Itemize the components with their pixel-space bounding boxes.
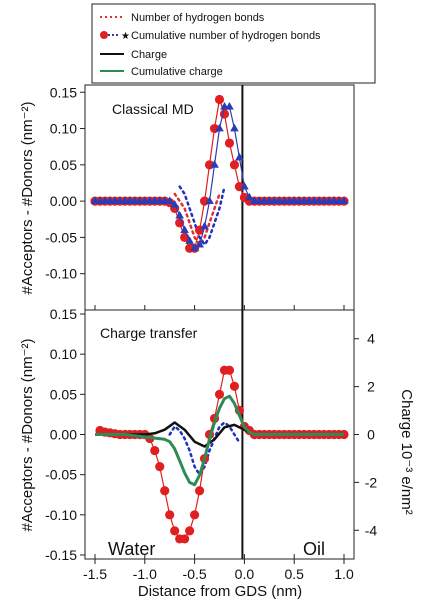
data-point-cumulative-red bbox=[180, 534, 190, 544]
x-tick-label: -0.5 bbox=[183, 566, 207, 582]
data-point-cumulative-blue bbox=[195, 239, 204, 248]
data-point-cumulative-red bbox=[155, 462, 165, 472]
data-point-cumulative-red bbox=[150, 445, 160, 456]
series-line-dotted-red bbox=[173, 192, 221, 247]
y-tick-label: -0.05 bbox=[45, 467, 77, 483]
legend: Number of hydrogen bonds ★ Cumulative nu… bbox=[91, 3, 376, 84]
y-tick-label: -0.10 bbox=[45, 507, 77, 523]
y2-axis-label: Charge 10⁻³ e/nm² bbox=[398, 389, 415, 514]
legend-entry-cumulative-hbonds: ★ Cumulative number of hydrogen bonds bbox=[100, 30, 321, 42]
y-tick-label: -0.15 bbox=[45, 547, 77, 563]
y-tick-label: 0.00 bbox=[50, 427, 77, 443]
data-point-cumulative-blue bbox=[180, 225, 189, 234]
data-point-cumulative-blue bbox=[165, 196, 175, 205]
data-point-cumulative-red bbox=[214, 389, 225, 399]
data-point-cumulative-blue bbox=[230, 123, 239, 132]
legend-entry-charge: Charge bbox=[100, 49, 167, 61]
y-tick-label: 0.00 bbox=[50, 193, 77, 209]
plot-frame bbox=[84, 84, 355, 560]
data-point-cumulative-red bbox=[160, 486, 170, 496]
data-point-cumulative-red bbox=[214, 94, 225, 105]
data-point-cumulative-red bbox=[224, 365, 235, 375]
legend-box bbox=[91, 3, 376, 84]
y-tick-label: 0.10 bbox=[50, 346, 77, 362]
legend-entry-number-hbonds: Number of hydrogen bonds bbox=[100, 12, 265, 24]
data-point-cumulative-red bbox=[190, 510, 200, 520]
data-point-cumulative-blue bbox=[205, 196, 214, 205]
y-tick-label: -0.05 bbox=[45, 229, 77, 245]
legend-label-cumulative-charge: Cumulative charge bbox=[131, 66, 223, 78]
data-point-cumulative-red bbox=[229, 381, 240, 391]
svg-text:★: ★ bbox=[121, 31, 130, 42]
x-tick-label: 1.0 bbox=[334, 566, 354, 582]
x-tick-label: 0.5 bbox=[284, 566, 304, 582]
data-point-cumulative-red bbox=[229, 160, 240, 170]
legend-label-cumulative-hbonds: Cumulative number of hydrogen bonds bbox=[131, 30, 321, 42]
data-point-cumulative-red bbox=[194, 486, 205, 496]
region-label-water: Water bbox=[108, 539, 155, 559]
x-tick-label: -1.5 bbox=[83, 566, 107, 582]
y2-tick-label: -2 bbox=[365, 474, 378, 490]
x-tick-label: -1.0 bbox=[133, 566, 157, 582]
data-point-cumulative-blue bbox=[225, 101, 234, 110]
panel-label-charge-transfer: Charge transfer bbox=[100, 325, 198, 341]
legend-label-number-hbonds: Number of hydrogen bonds bbox=[131, 12, 265, 24]
y-axis-label-bottom: #Acceptors - #Donors (nm⁻²) bbox=[19, 339, 36, 532]
data-point-cumulative-blue bbox=[215, 123, 224, 132]
y-axis-label-top: #Acceptors - #Donors (nm⁻²) bbox=[19, 102, 36, 295]
series-line-cumulative-red bbox=[95, 99, 344, 249]
y-tick-label: 0.05 bbox=[50, 157, 77, 173]
data-point-cumulative-red bbox=[219, 109, 230, 119]
legend-label-charge: Charge bbox=[131, 49, 167, 61]
data-point-cumulative-red bbox=[224, 138, 235, 148]
series-line-dotted-blue bbox=[168, 420, 241, 478]
y2-tick-label: 4 bbox=[367, 331, 375, 347]
data-point-cumulative-blue bbox=[190, 243, 199, 252]
y-tick-label: 0.15 bbox=[50, 306, 77, 322]
data-point-cumulative-blue bbox=[235, 152, 244, 161]
data-point-cumulative-blue bbox=[175, 210, 184, 219]
y-tick-label: 0.15 bbox=[50, 84, 77, 100]
chart-marks: 0.150.100.050.00-0.05-0.100.150.100.050.… bbox=[45, 84, 377, 582]
y-tick-label: 0.10 bbox=[50, 121, 77, 137]
data-point-cumulative-blue bbox=[170, 199, 179, 208]
data-point-cumulative-blue bbox=[200, 221, 209, 230]
series-line-cumulative-charge-green bbox=[95, 394, 344, 487]
data-point-cumulative-red bbox=[170, 526, 180, 536]
panel-label-classical-md: Classical MD bbox=[112, 101, 194, 117]
y2-tick-label: 0 bbox=[367, 427, 375, 443]
y-tick-label: 0.05 bbox=[50, 386, 77, 402]
y-tick-label: -0.10 bbox=[45, 266, 77, 282]
region-label-oil: Oil bbox=[303, 539, 325, 559]
y2-tick-label: 2 bbox=[367, 379, 375, 395]
data-point-cumulative-blue bbox=[185, 236, 194, 244]
data-point-cumulative-blue bbox=[339, 196, 349, 205]
data-point-cumulative-red bbox=[185, 526, 195, 536]
x-tick-label: 0.0 bbox=[235, 566, 255, 582]
x-axis-label: Distance from GDS (nm) bbox=[138, 583, 302, 600]
data-point-cumulative-blue bbox=[210, 160, 219, 168]
data-point-cumulative-red bbox=[165, 510, 175, 520]
legend-entry-cumulative-charge: Cumulative charge bbox=[100, 66, 223, 78]
data-point-cumulative-blue bbox=[245, 192, 254, 201]
data-point-cumulative-blue bbox=[240, 181, 249, 190]
series-line-dotted-blue bbox=[178, 185, 226, 247]
y2-tick-label: -4 bbox=[365, 522, 378, 538]
